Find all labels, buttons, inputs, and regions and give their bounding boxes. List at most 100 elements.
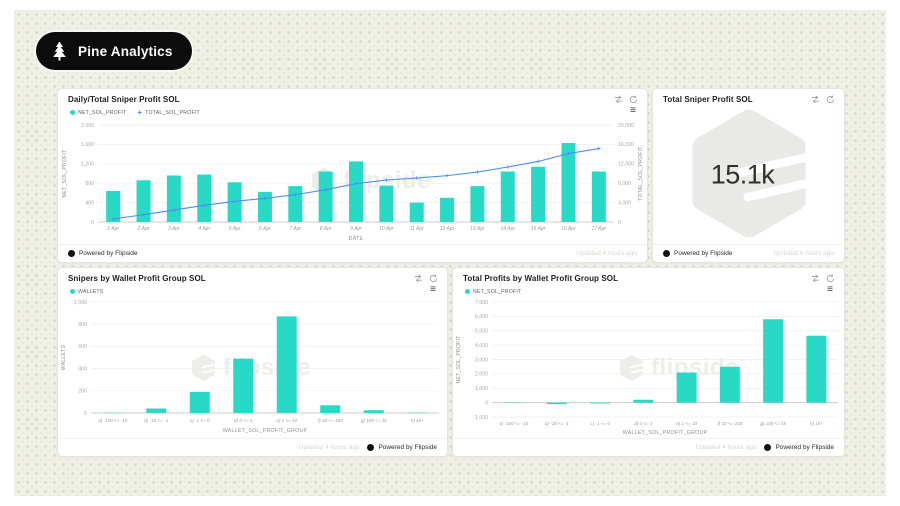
y-tick-label: 1,000	[74, 300, 87, 306]
card-title: Snipers by Wallet Profit Group SOL	[68, 274, 206, 283]
share-icon[interactable]	[614, 95, 623, 104]
y-tick-label: 600	[78, 344, 87, 350]
x-tick-label: 17 Apr	[592, 226, 607, 232]
y-tick-label: 5,000	[475, 329, 488, 335]
chart-menu-icon[interactable]: ≡	[827, 284, 833, 295]
refresh-icon[interactable]	[826, 95, 835, 104]
x-tick-label: 2 Apr	[137, 226, 150, 232]
line-marker	[202, 203, 206, 208]
profits-by-group-chart-svg: -1,000 0 1,000 2,000 3,000 4,000 5,000 6,000 7,0…	[456, 300, 838, 436]
y2-tick-label: 20,000	[618, 123, 634, 129]
bar	[590, 402, 611, 404]
x-tick-label: 7 Apr	[289, 226, 301, 232]
x-tick-label: a) -100 <= -10	[499, 421, 529, 426]
chart-legend: WALLETS ≡	[58, 284, 447, 297]
flipside-logo-icon	[663, 250, 670, 257]
y2-tick-label: 4,000	[618, 200, 631, 206]
powered-by[interactable]: Powered by Flipside	[764, 444, 834, 451]
y2-tick-label: 8,000	[618, 181, 631, 187]
x-tick-label: h) 1k+	[411, 418, 424, 423]
refresh-icon[interactable]	[826, 274, 835, 283]
legend-plus-icon: +	[137, 108, 143, 117]
line-marker	[263, 196, 267, 201]
x-tick-label: 1 Apr	[107, 226, 119, 232]
powered-by[interactable]: Powered by Flipside	[68, 250, 138, 257]
bar	[166, 175, 181, 222]
legend-item-wallets[interactable]: WALLETS	[70, 289, 103, 295]
card-header: Total Sniper Profit SOL	[653, 89, 844, 105]
bar	[136, 180, 151, 222]
x-tick-label: d) 0 <= 1	[634, 421, 653, 426]
chart-menu-icon[interactable]: ≡	[630, 105, 636, 116]
y-tick-label: 800	[85, 181, 94, 187]
y-tick-label: 6,000	[475, 314, 488, 320]
x-tick-label: f) 10 <= 100	[318, 418, 343, 423]
x-tick-label: 12 Apr	[440, 226, 455, 232]
bar	[719, 366, 740, 403]
y-tick-label: 1,200	[81, 162, 94, 168]
y-tick-label: 3,000	[475, 357, 488, 363]
daily-total-chart-svg: 0 400 800 1,200 1,600 2,000 0 4,000 8,000 12,000 1…	[62, 123, 644, 242]
updated-timestamp: Updated 4 hours ago	[773, 250, 834, 257]
card-title: Total Profits by Wallet Profit Group SOL	[463, 274, 619, 283]
card-footer: Updated 4 hours ago Powered by Flipside	[453, 438, 844, 456]
x-tick-label: g) 100 <= 1k	[361, 418, 387, 423]
legend-item-net-sol-profit[interactable]: NET_SOL_PROFIT	[70, 110, 126, 116]
flipside-cube-icon	[691, 109, 813, 238]
x-tick-label: b) -10 <= -1	[144, 418, 168, 423]
bar	[806, 335, 827, 403]
share-icon[interactable]	[414, 274, 423, 283]
card-profits-by-group: Total Profits by Wallet Profit Group SOL…	[452, 267, 845, 457]
line-marker	[232, 199, 237, 204]
big-number: 15.1k	[710, 159, 775, 189]
legend-dot-icon	[70, 289, 75, 294]
card-footer: Updated 4 hours ago Powered by Flipside	[58, 438, 447, 456]
card-header: Daily/Total Sniper Profit SOL	[58, 89, 647, 105]
bar	[531, 166, 546, 222]
powered-by[interactable]: Powered by Flipside	[663, 250, 733, 257]
bar	[676, 372, 697, 403]
card-snipers-by-group: Snipers by Wallet Profit Group SOL WALLE…	[57, 267, 448, 457]
share-icon[interactable]	[811, 95, 820, 104]
big-number-area: 15.1k	[653, 105, 844, 244]
x-tick-label: 4 Apr	[198, 226, 210, 232]
powered-by[interactable]: Powered by Flipside	[367, 444, 437, 451]
line-marker	[597, 146, 601, 151]
line-marker	[141, 213, 146, 217]
y-tick-label: 0	[485, 400, 488, 406]
y-tick-label: -1,000	[473, 415, 488, 421]
line-marker	[293, 193, 297, 197]
legend-item-total-sol-profit[interactable]: + TOTAL_SOL_PROFIT	[137, 108, 199, 117]
x-tick-label: 9 Apr	[350, 226, 362, 232]
line-marker	[172, 208, 176, 212]
x-axis-title: WALLET_SOL_PROFIT_GROUP	[623, 430, 708, 436]
bar	[349, 161, 363, 222]
chart-menu-icon[interactable]: ≡	[430, 284, 436, 295]
bar	[318, 171, 333, 222]
refresh-icon[interactable]	[429, 274, 438, 283]
card-header: Total Profits by Wallet Profit Group SOL	[453, 268, 844, 284]
x-tick-label: 3 Apr	[168, 226, 180, 232]
x-tick-label: 11 Apr	[410, 226, 425, 232]
x-tick-label: 14 Apr	[500, 226, 515, 232]
bar	[288, 186, 303, 222]
line-marker	[415, 176, 419, 180]
share-icon[interactable]	[811, 274, 820, 283]
bar	[763, 319, 784, 403]
updated-timestamp: Updated 4 hours ago	[576, 250, 637, 257]
x-tick-label: d) 0 <= 1	[234, 418, 253, 423]
bar	[379, 185, 394, 222]
powered-by-label: Powered by Flipside	[674, 250, 733, 257]
legend-item-net-sol-profit[interactable]: NET_SOL_PROFIT	[465, 289, 521, 295]
brand-badge: Pine Analytics	[36, 32, 192, 70]
y-tick-label: 200	[78, 389, 87, 395]
x-tick-label: a) -100 <= -10	[98, 418, 128, 423]
legend-dot-icon	[465, 289, 470, 294]
line-marker	[536, 159, 540, 164]
powered-by-label: Powered by Flipside	[79, 250, 138, 257]
x-axis-title: WALLET_SOL_PROFIT_GROUP	[223, 428, 308, 434]
x-tick-label: h) 1k+	[810, 421, 823, 426]
bar	[189, 391, 210, 413]
refresh-icon[interactable]	[629, 95, 638, 104]
